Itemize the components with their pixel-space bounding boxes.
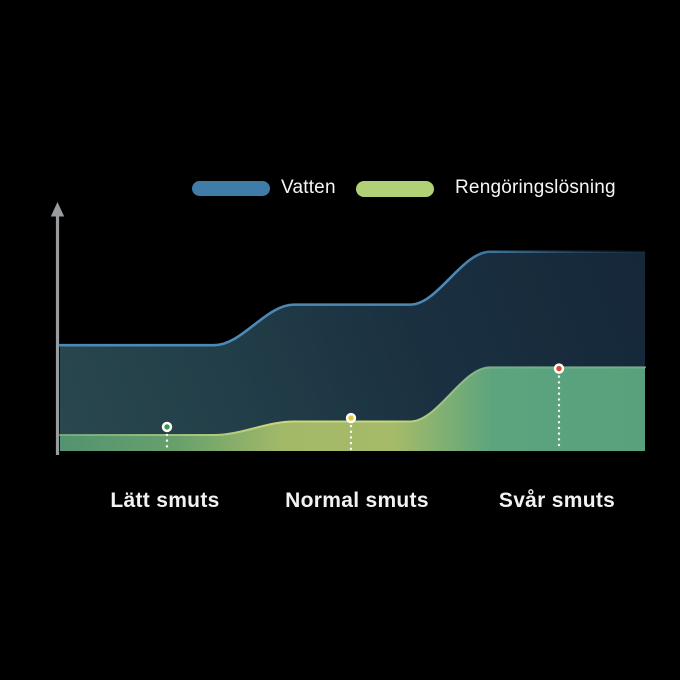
legend-swatch-water-icon xyxy=(192,181,270,196)
water-line xyxy=(58,250,647,347)
x-axis-label-normal-dirt: Normal smuts xyxy=(285,489,429,512)
marker-dot xyxy=(348,415,354,421)
legend-label-water: Vatten xyxy=(281,177,336,198)
legend-label-cleaning: Rengöringslösning xyxy=(455,177,616,198)
x-axis-label-light-dirt: Lätt smuts xyxy=(110,489,220,512)
marker-dot xyxy=(164,424,170,430)
legend-swatch-cleaning-icon xyxy=(356,181,434,197)
cleaning-line xyxy=(59,366,646,437)
x-axis-label-heavy-dirt: Svår smuts xyxy=(498,489,616,512)
y-axis-arrow-icon xyxy=(50,202,65,217)
cleaning-area xyxy=(60,367,645,451)
marker-dot xyxy=(556,365,562,372)
